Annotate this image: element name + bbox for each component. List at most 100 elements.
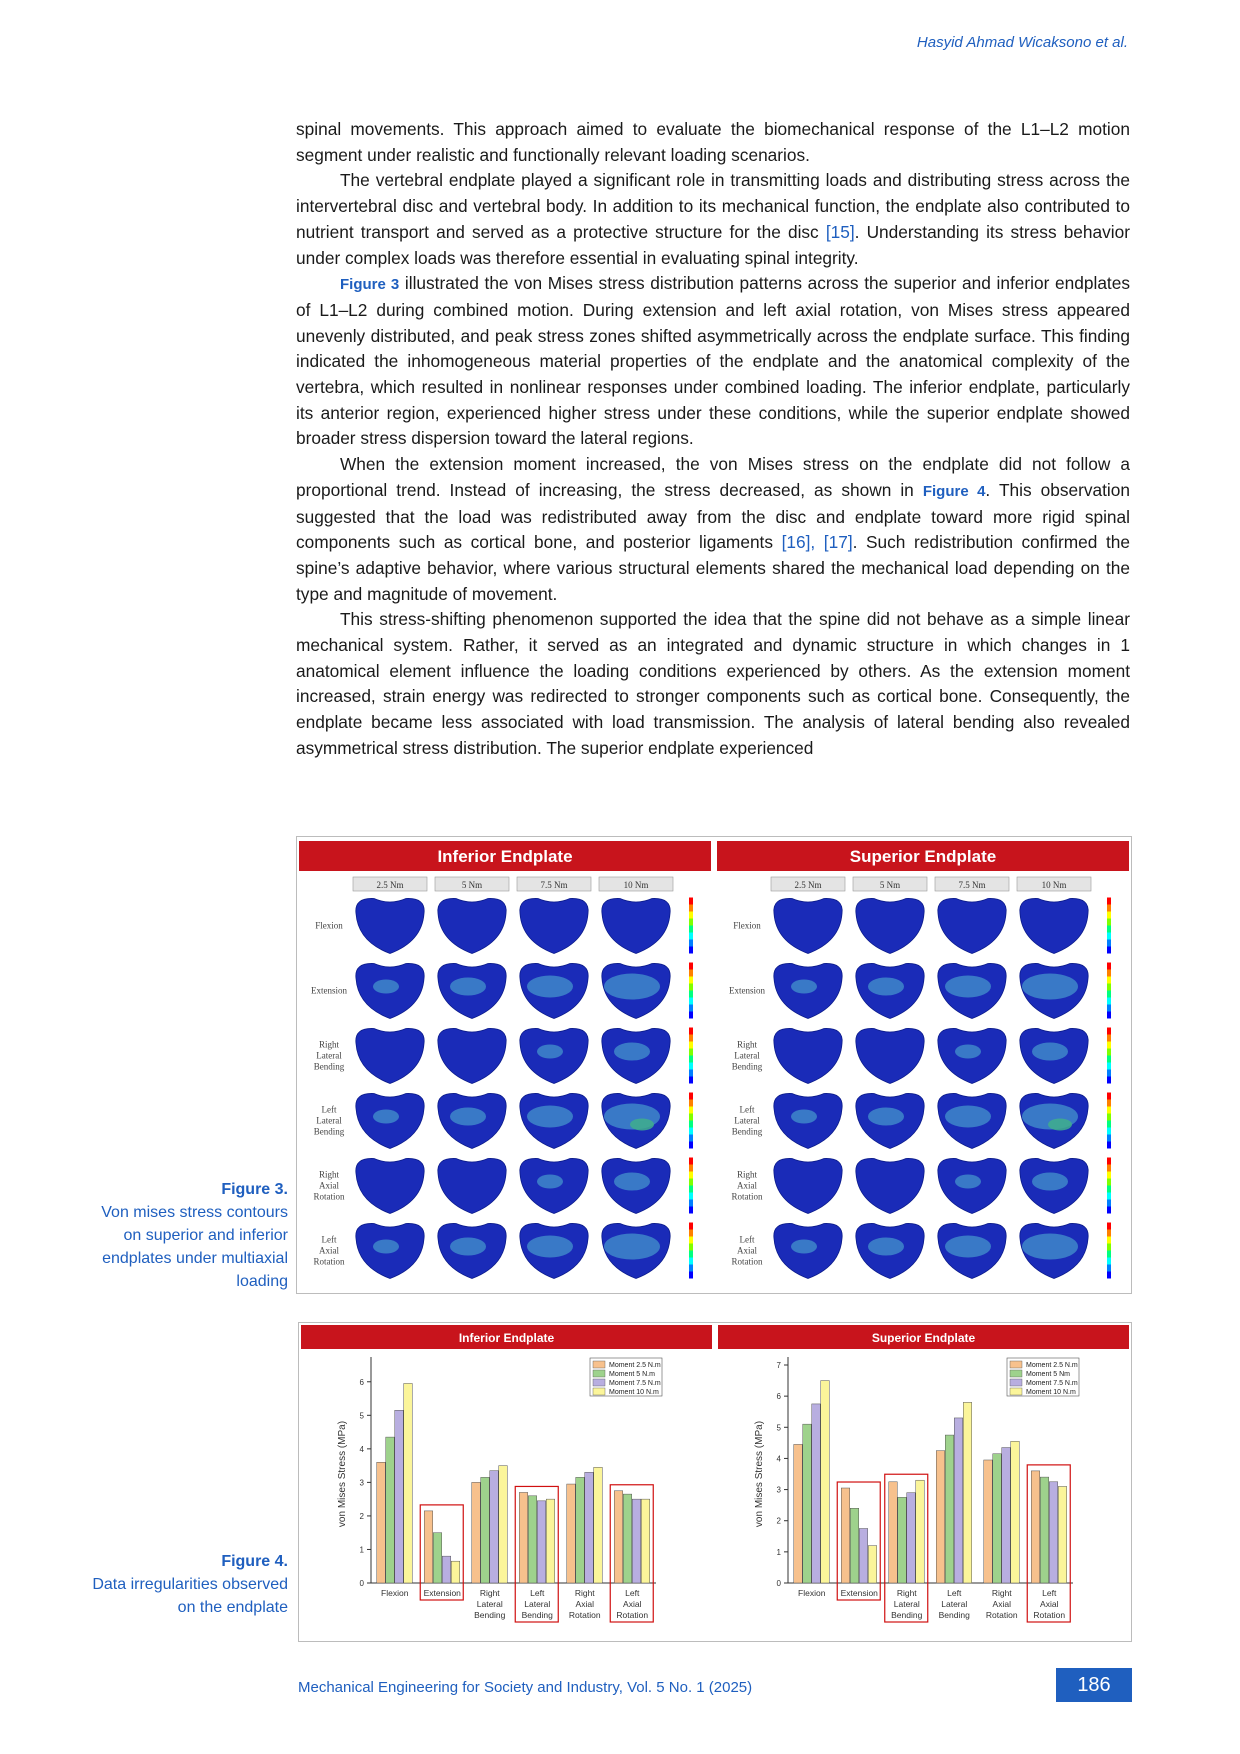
endplate-contour — [355, 1158, 425, 1214]
colorbar-segment — [1107, 1243, 1111, 1251]
x-tick-label: Rotation — [569, 1610, 601, 1620]
stress-zone — [955, 1044, 981, 1059]
body-text: spinal movements. This approach aimed to… — [296, 117, 1130, 762]
endplate-contour — [437, 898, 507, 954]
bar — [623, 1493, 632, 1584]
bar — [528, 1495, 537, 1584]
endplate-contour — [519, 898, 589, 954]
paragraph: Figure 3 illustrated the von Mises stres… — [296, 271, 1130, 452]
colorbar-segment — [1107, 983, 1111, 991]
colorbar-segment — [689, 1271, 693, 1279]
figure-link[interactable]: Figure 3 — [340, 276, 400, 294]
colorbar-segment — [1107, 1171, 1111, 1179]
endplate-contour — [355, 898, 425, 954]
stress-peak-zone — [630, 1118, 654, 1131]
moment-label: 5 Nm — [462, 880, 482, 890]
y-tick-label: 3 — [777, 1486, 782, 1495]
colorbar-segment — [1107, 1206, 1111, 1214]
colorbar-segment — [1107, 1178, 1111, 1186]
row-label: Rotation — [314, 1257, 345, 1267]
colorbar-segment — [689, 925, 693, 933]
legend-swatch — [1009, 1369, 1023, 1378]
citation-link[interactable]: [15] — [825, 221, 855, 242]
colorbar-segment — [689, 1048, 693, 1056]
bar — [936, 1450, 945, 1584]
y-tick-label: 6 — [360, 1378, 365, 1387]
page-number: 186 — [1056, 1668, 1132, 1702]
colorbar-segment — [1107, 897, 1111, 905]
legend-label: Moment 2.5 N.m — [1026, 1362, 1078, 1369]
colorbar-segment — [689, 962, 693, 970]
bar — [424, 1510, 433, 1584]
row-label: Right — [737, 1040, 758, 1050]
figure-link[interactable]: Figure 4 — [922, 482, 986, 500]
bar — [811, 1403, 821, 1584]
citation-link[interactable]: [16], [17] — [781, 532, 853, 553]
colorbar-segment — [1107, 1076, 1111, 1084]
colorbar-segment — [689, 911, 693, 919]
paragraph-text: illustrated the von Mises stress distrib… — [296, 273, 1130, 449]
figure-3-caption-text: Von mises stress contours on superior an… — [101, 1204, 288, 1290]
colorbar-segment — [689, 1185, 693, 1193]
colorbar-segment — [1107, 1264, 1111, 1272]
figure-4-caption-text: Data irregularities observed on the endp… — [92, 1576, 288, 1616]
chart-title: Superior Endplate — [872, 1331, 976, 1345]
bar — [1040, 1476, 1049, 1584]
paragraph-text: . Understanding its stress behavior unde… — [296, 221, 1130, 268]
colorbar-segment — [1107, 1127, 1111, 1135]
y-tick-label: 4 — [777, 1454, 782, 1463]
figure-4-caption-title: Figure 4. — [221, 1553, 288, 1570]
row-label: Axial — [737, 1246, 757, 1256]
x-tick-label: Extension — [841, 1588, 879, 1598]
colorbar-segment — [689, 946, 693, 954]
x-tick-label: Right — [992, 1588, 1012, 1598]
x-tick-label: Right — [575, 1588, 595, 1598]
moment-label-box — [352, 876, 428, 892]
row-label: Axial — [319, 1246, 339, 1256]
figure-3-contour-grid: Inferior Endplate 2.5 Nm 5 Nm 7.5 Nm 10 Nm Fl… — [299, 841, 1129, 1279]
bar — [915, 1479, 925, 1584]
moment-label-box — [1016, 876, 1092, 892]
x-tick-label: Right — [480, 1588, 500, 1598]
endplate-contour — [773, 1158, 843, 1214]
colorbar-segment — [1107, 1222, 1111, 1230]
stress-zone — [373, 979, 399, 994]
highlight-box — [884, 1473, 929, 1623]
paragraph-text: This stress-shifting phenomenon supporte… — [296, 609, 1130, 758]
x-tick-label: Rotation — [1033, 1610, 1065, 1620]
row-label: Extension — [729, 986, 765, 996]
moment-label-box — [434, 876, 510, 892]
stress-zone — [604, 973, 660, 1000]
bar — [498, 1465, 508, 1584]
colorbar-segment — [689, 1076, 693, 1084]
x-tick-label: Axial — [1040, 1599, 1059, 1609]
stress-zone — [868, 977, 904, 996]
colorbar-segment — [689, 990, 693, 998]
bar — [841, 1487, 850, 1584]
colorbar-segment — [689, 969, 693, 977]
running-header-author: Hasyid Ahmad Wicaksono et al. — [916, 34, 1128, 51]
bar — [403, 1383, 413, 1584]
colorbar-segment — [689, 1164, 693, 1172]
colorbar-segment — [1107, 1192, 1111, 1200]
colorbar-segment — [689, 1257, 693, 1265]
stress-zone — [450, 977, 486, 996]
figure-3-caption-title: Figure 3. — [221, 1181, 288, 1198]
colorbar-segment — [1107, 1106, 1111, 1114]
highlight-box — [514, 1485, 559, 1623]
endplate-contour — [437, 1158, 507, 1214]
panel-header-bar — [717, 841, 1129, 871]
bar — [575, 1477, 585, 1584]
stress-zone — [1032, 1042, 1068, 1061]
moment-label-box — [770, 876, 846, 892]
colorbar-segment — [1107, 918, 1111, 926]
endplate-contour — [1019, 898, 1089, 954]
bar — [584, 1472, 594, 1584]
colorbar-segment — [1107, 1048, 1111, 1056]
y-tick-label: 0 — [360, 1579, 365, 1588]
moment-label: 7.5 Nm — [959, 880, 986, 890]
row-label: Right — [319, 1170, 340, 1180]
y-tick-label: 1 — [777, 1548, 782, 1557]
colorbar-segment — [1107, 1271, 1111, 1279]
colorbar-segment — [689, 1127, 693, 1135]
